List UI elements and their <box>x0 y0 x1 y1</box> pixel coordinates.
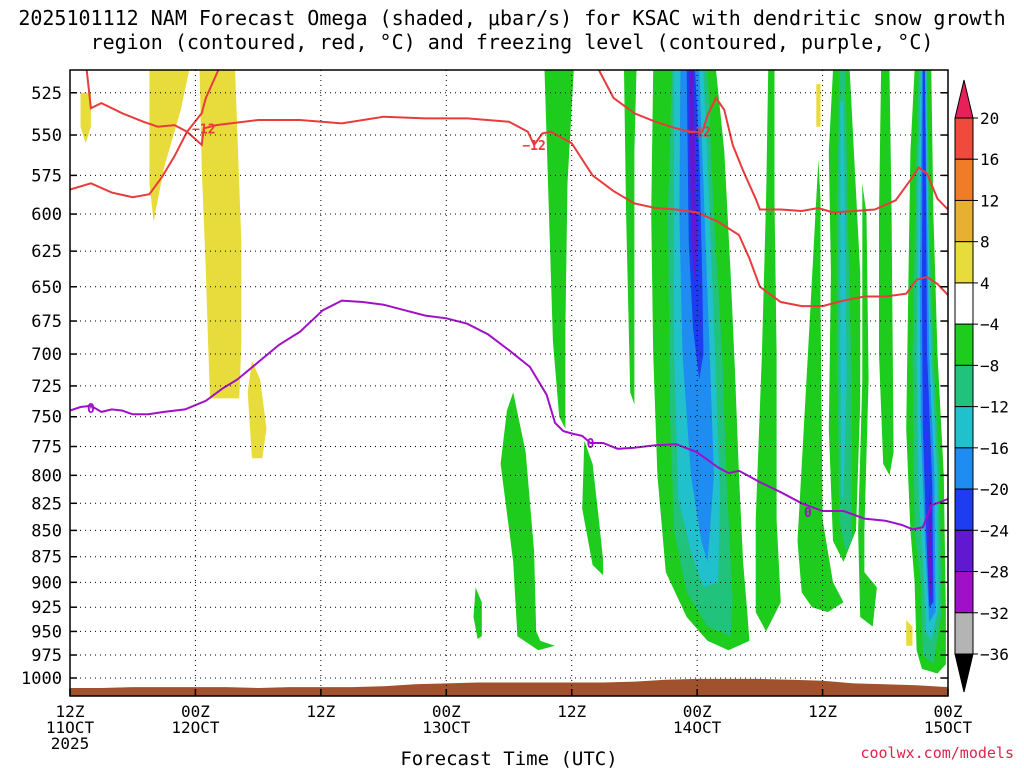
omega-shaded-region <box>624 70 637 405</box>
omega-shaded-region <box>816 84 821 127</box>
omega-shaded-region <box>858 183 877 627</box>
x-tick-label: 12Z <box>557 702 586 721</box>
colorbar-tick-label: −16 <box>980 439 1009 458</box>
colorbar-tick-label: 8 <box>980 233 990 252</box>
chart-title: 2025101112 NAM Forecast Omega (shaded, μ… <box>18 6 1006 54</box>
x-tick-label: 12Z <box>808 702 837 721</box>
x-axis-label: Forecast Time (UTC) <box>400 748 617 768</box>
y-tick-label: 525 <box>31 84 62 104</box>
colorbar-tick-label: −32 <box>980 604 1009 623</box>
contour-label: −12 <box>522 139 545 154</box>
colorbar-tick-label: −20 <box>980 480 1009 499</box>
x-tick-label: 12Z <box>56 702 85 721</box>
omega-shaded-region <box>544 70 574 429</box>
y-tick-label: 625 <box>31 242 62 262</box>
y-tick-label: 650 <box>31 278 62 298</box>
colorbar-tick-label: 12 <box>980 191 999 210</box>
omega-shaded-region <box>928 486 933 603</box>
omega-shaded-region <box>906 619 913 646</box>
colorbar-box <box>954 282 974 325</box>
contour-label: −12 <box>687 126 710 141</box>
site-credit: coolwx.com/models <box>860 744 1014 762</box>
x-tick-label: 15OCT <box>924 718 973 737</box>
y-tick-label: 600 <box>31 205 62 225</box>
omega-shaded-region <box>199 70 242 399</box>
contour-label: 0 <box>87 402 95 417</box>
colorbar-top-arrow <box>954 79 974 119</box>
colorbar-tick-label: −28 <box>980 563 1009 582</box>
terrain-fill <box>70 678 948 696</box>
colorbar-tick-label: 20 <box>980 109 999 128</box>
x-tick-label: 14OCT <box>673 718 722 737</box>
colorbar-box <box>954 117 974 160</box>
y-tick-label: 700 <box>31 345 62 365</box>
y-tick-label: 1000 <box>21 669 62 689</box>
contour-label: 0 <box>804 506 812 521</box>
omega-shaded-region <box>473 587 482 639</box>
colorbar-box <box>954 241 974 284</box>
x-tick-label: 12OCT <box>171 718 220 737</box>
colorbar-box <box>954 323 974 366</box>
omega-shaded-region <box>247 360 267 459</box>
x-tick-label: 12Z <box>306 702 335 721</box>
contour-line <box>70 70 220 199</box>
omega-shaded-region <box>582 440 604 576</box>
y-tick-label: 850 <box>31 521 62 541</box>
omega-shaded-region <box>755 70 781 632</box>
colorbar-box <box>954 447 974 490</box>
x-tick-label: 00Z <box>432 702 461 721</box>
colorbar-box <box>954 364 974 408</box>
colorbar-box <box>954 488 974 531</box>
y-tick-label: 725 <box>31 377 62 397</box>
contour-label: 0 <box>587 437 595 452</box>
x-tick-label: 00Z <box>181 702 210 721</box>
colorbar-tick-label: −36 <box>980 645 1009 664</box>
contour-line <box>70 299 948 531</box>
contour-line <box>598 70 948 214</box>
x-tick-label: 2025 <box>51 734 90 753</box>
y-tick-label: 750 <box>31 408 62 428</box>
y-tick-label: 975 <box>31 646 62 666</box>
plot-frame <box>69 69 949 697</box>
y-tick-label: 825 <box>31 494 62 514</box>
colorbar-tick-label: −24 <box>980 521 1009 540</box>
colorbar-box <box>954 529 974 573</box>
omega-shaded-region <box>879 70 894 476</box>
colorbar-tick-label: 16 <box>980 150 999 169</box>
omega-shaded-region <box>921 70 934 608</box>
y-tick-label: 925 <box>31 598 62 618</box>
contour-label: −12 <box>192 122 215 137</box>
colorbar-box <box>954 406 974 449</box>
y-tick-label: 800 <box>31 466 62 486</box>
colorbar-box <box>954 612 974 655</box>
contour-line <box>85 70 948 308</box>
x-tick-label: 11OCT <box>46 718 95 737</box>
colorbar-box <box>954 571 974 614</box>
colorbar-tick-label: −4 <box>980 315 999 334</box>
x-tick-label: 00Z <box>934 702 963 721</box>
y-tick-label: 675 <box>31 312 62 332</box>
x-tick-label: 13OCT <box>422 718 471 737</box>
omega-shaded-region <box>689 70 698 287</box>
colorbar-bottom-arrow <box>954 653 974 693</box>
y-tick-label: 900 <box>31 573 62 593</box>
y-tick-label: 950 <box>31 622 62 642</box>
colorbar-tick-label: −8 <box>980 356 999 375</box>
y-tick-label: 550 <box>31 126 62 146</box>
x-tick-label: 00Z <box>683 702 712 721</box>
omega-shaded-region <box>149 70 190 222</box>
omega-shaded-region <box>500 392 555 651</box>
colorbar-tick-label: 4 <box>980 274 990 293</box>
y-tick-label: 875 <box>31 548 62 568</box>
colorbar-tick-label: −12 <box>980 398 1009 417</box>
omega-shaded-region <box>80 92 91 144</box>
colorbar-box <box>954 158 974 201</box>
y-tick-label: 575 <box>31 166 62 186</box>
colorbar-box <box>954 199 974 243</box>
y-tick-label: 775 <box>31 438 62 458</box>
